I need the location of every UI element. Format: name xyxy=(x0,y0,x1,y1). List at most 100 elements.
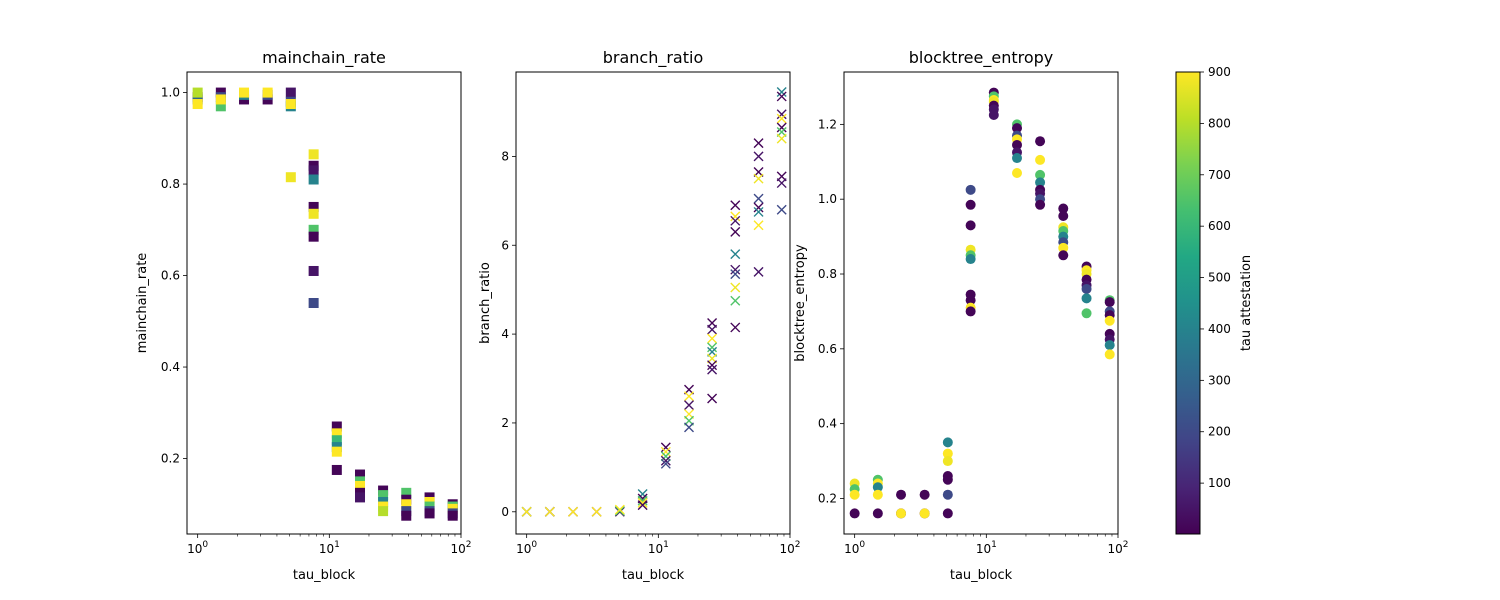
data-point xyxy=(872,482,883,493)
axes-frame xyxy=(186,71,462,535)
data-point xyxy=(1012,168,1023,179)
data-point xyxy=(965,254,976,265)
y-tick-label: 2 xyxy=(501,416,509,430)
data-point xyxy=(730,226,741,237)
colorbar-tick-label: 900 xyxy=(1208,65,1231,79)
data-point xyxy=(192,87,203,98)
x-axis-label: tau_block xyxy=(622,568,685,583)
data-point xyxy=(730,215,741,226)
data-point xyxy=(355,492,366,503)
colorbar-tick-label: 600 xyxy=(1208,219,1231,233)
data-point xyxy=(1035,169,1046,180)
colorbar-tick-label: 800 xyxy=(1208,116,1231,130)
data-point xyxy=(730,249,741,260)
colorbar-tick-label: 200 xyxy=(1208,425,1231,439)
data-point xyxy=(965,184,976,195)
data-point xyxy=(660,442,671,453)
data-point xyxy=(965,220,976,231)
data-point xyxy=(308,201,319,212)
y-tick-label: 0.2 xyxy=(818,491,837,505)
data-point xyxy=(308,224,319,235)
x-tick-label: 101 xyxy=(648,540,669,556)
data-point xyxy=(730,200,741,211)
data-point xyxy=(942,448,953,459)
data-point xyxy=(872,508,883,519)
data-point xyxy=(1035,177,1046,188)
y-tick-label: 0.4 xyxy=(161,360,180,374)
data-point xyxy=(776,122,787,133)
data-point xyxy=(684,391,695,402)
colorbar: 100 200 300 400 500 600 700 800 900 tau attestati… xyxy=(1175,65,1254,535)
colorbar-tick-label: 100 xyxy=(1208,476,1231,490)
y-axis-label: branch_ratio xyxy=(478,262,493,344)
data-point xyxy=(331,446,342,457)
data-point xyxy=(942,474,953,485)
data-point xyxy=(378,506,389,517)
data-point xyxy=(776,86,787,97)
data-point xyxy=(1081,293,1092,304)
x-axis-label: tau_block xyxy=(950,568,1013,583)
x-tick-label: 102 xyxy=(450,540,471,556)
data-point xyxy=(707,342,718,353)
y-tick-label: 0.6 xyxy=(161,269,180,283)
axes-frame xyxy=(843,71,1119,535)
data-point xyxy=(521,506,532,517)
data-point xyxy=(896,508,907,519)
data-point xyxy=(1104,315,1115,326)
data-point xyxy=(1104,349,1115,360)
data-point xyxy=(1012,139,1023,150)
data-point xyxy=(331,435,342,446)
data-point xyxy=(753,220,764,231)
data-point xyxy=(1058,203,1069,214)
subplot-title: blocktree_entropy xyxy=(909,48,1054,68)
data-point xyxy=(308,265,319,276)
colorbar-gradient xyxy=(1176,72,1200,534)
data-point xyxy=(614,504,625,515)
y-tick-label: 6 xyxy=(501,238,509,252)
data-point xyxy=(378,490,389,501)
data-point xyxy=(614,505,625,516)
data-point xyxy=(637,497,648,508)
data-point xyxy=(707,360,718,371)
data-point xyxy=(753,266,764,277)
data-point xyxy=(660,451,671,462)
data-point xyxy=(637,495,648,506)
data-point xyxy=(331,421,342,432)
data-point xyxy=(591,506,602,517)
data-point xyxy=(872,489,883,500)
data-point xyxy=(1081,308,1092,319)
data-point xyxy=(424,508,435,519)
data-point xyxy=(331,464,342,475)
data-point xyxy=(568,506,579,517)
data-point xyxy=(1058,250,1069,261)
data-point xyxy=(965,295,976,306)
data-point xyxy=(401,487,412,498)
x-tick-label: 100 xyxy=(187,540,208,556)
data-point xyxy=(215,101,226,112)
data-point xyxy=(919,508,930,519)
colorbar-tick-label: 400 xyxy=(1208,322,1231,336)
x-tick-label: 100 xyxy=(844,540,865,556)
data-point xyxy=(308,208,319,219)
y-tick-label: 0.4 xyxy=(818,417,837,431)
data-point xyxy=(308,298,319,308)
data-markers xyxy=(849,87,1115,519)
data-point xyxy=(776,109,787,120)
data-point xyxy=(849,508,860,519)
data-point xyxy=(355,480,366,491)
data-markers xyxy=(192,87,458,521)
data-point xyxy=(192,99,203,110)
data-point xyxy=(1104,340,1115,351)
data-point xyxy=(753,193,764,204)
y-tick-label: 1.0 xyxy=(818,192,837,206)
data-point xyxy=(285,87,296,98)
data-point xyxy=(1035,136,1046,147)
data-point xyxy=(776,133,787,144)
x-axis-label: tau_block xyxy=(293,568,356,583)
data-point xyxy=(308,231,319,242)
data-point xyxy=(239,87,250,98)
data-point xyxy=(753,206,764,217)
y-tick-label: 1.2 xyxy=(818,117,837,131)
colorbar-tick-label: 500 xyxy=(1208,271,1231,285)
